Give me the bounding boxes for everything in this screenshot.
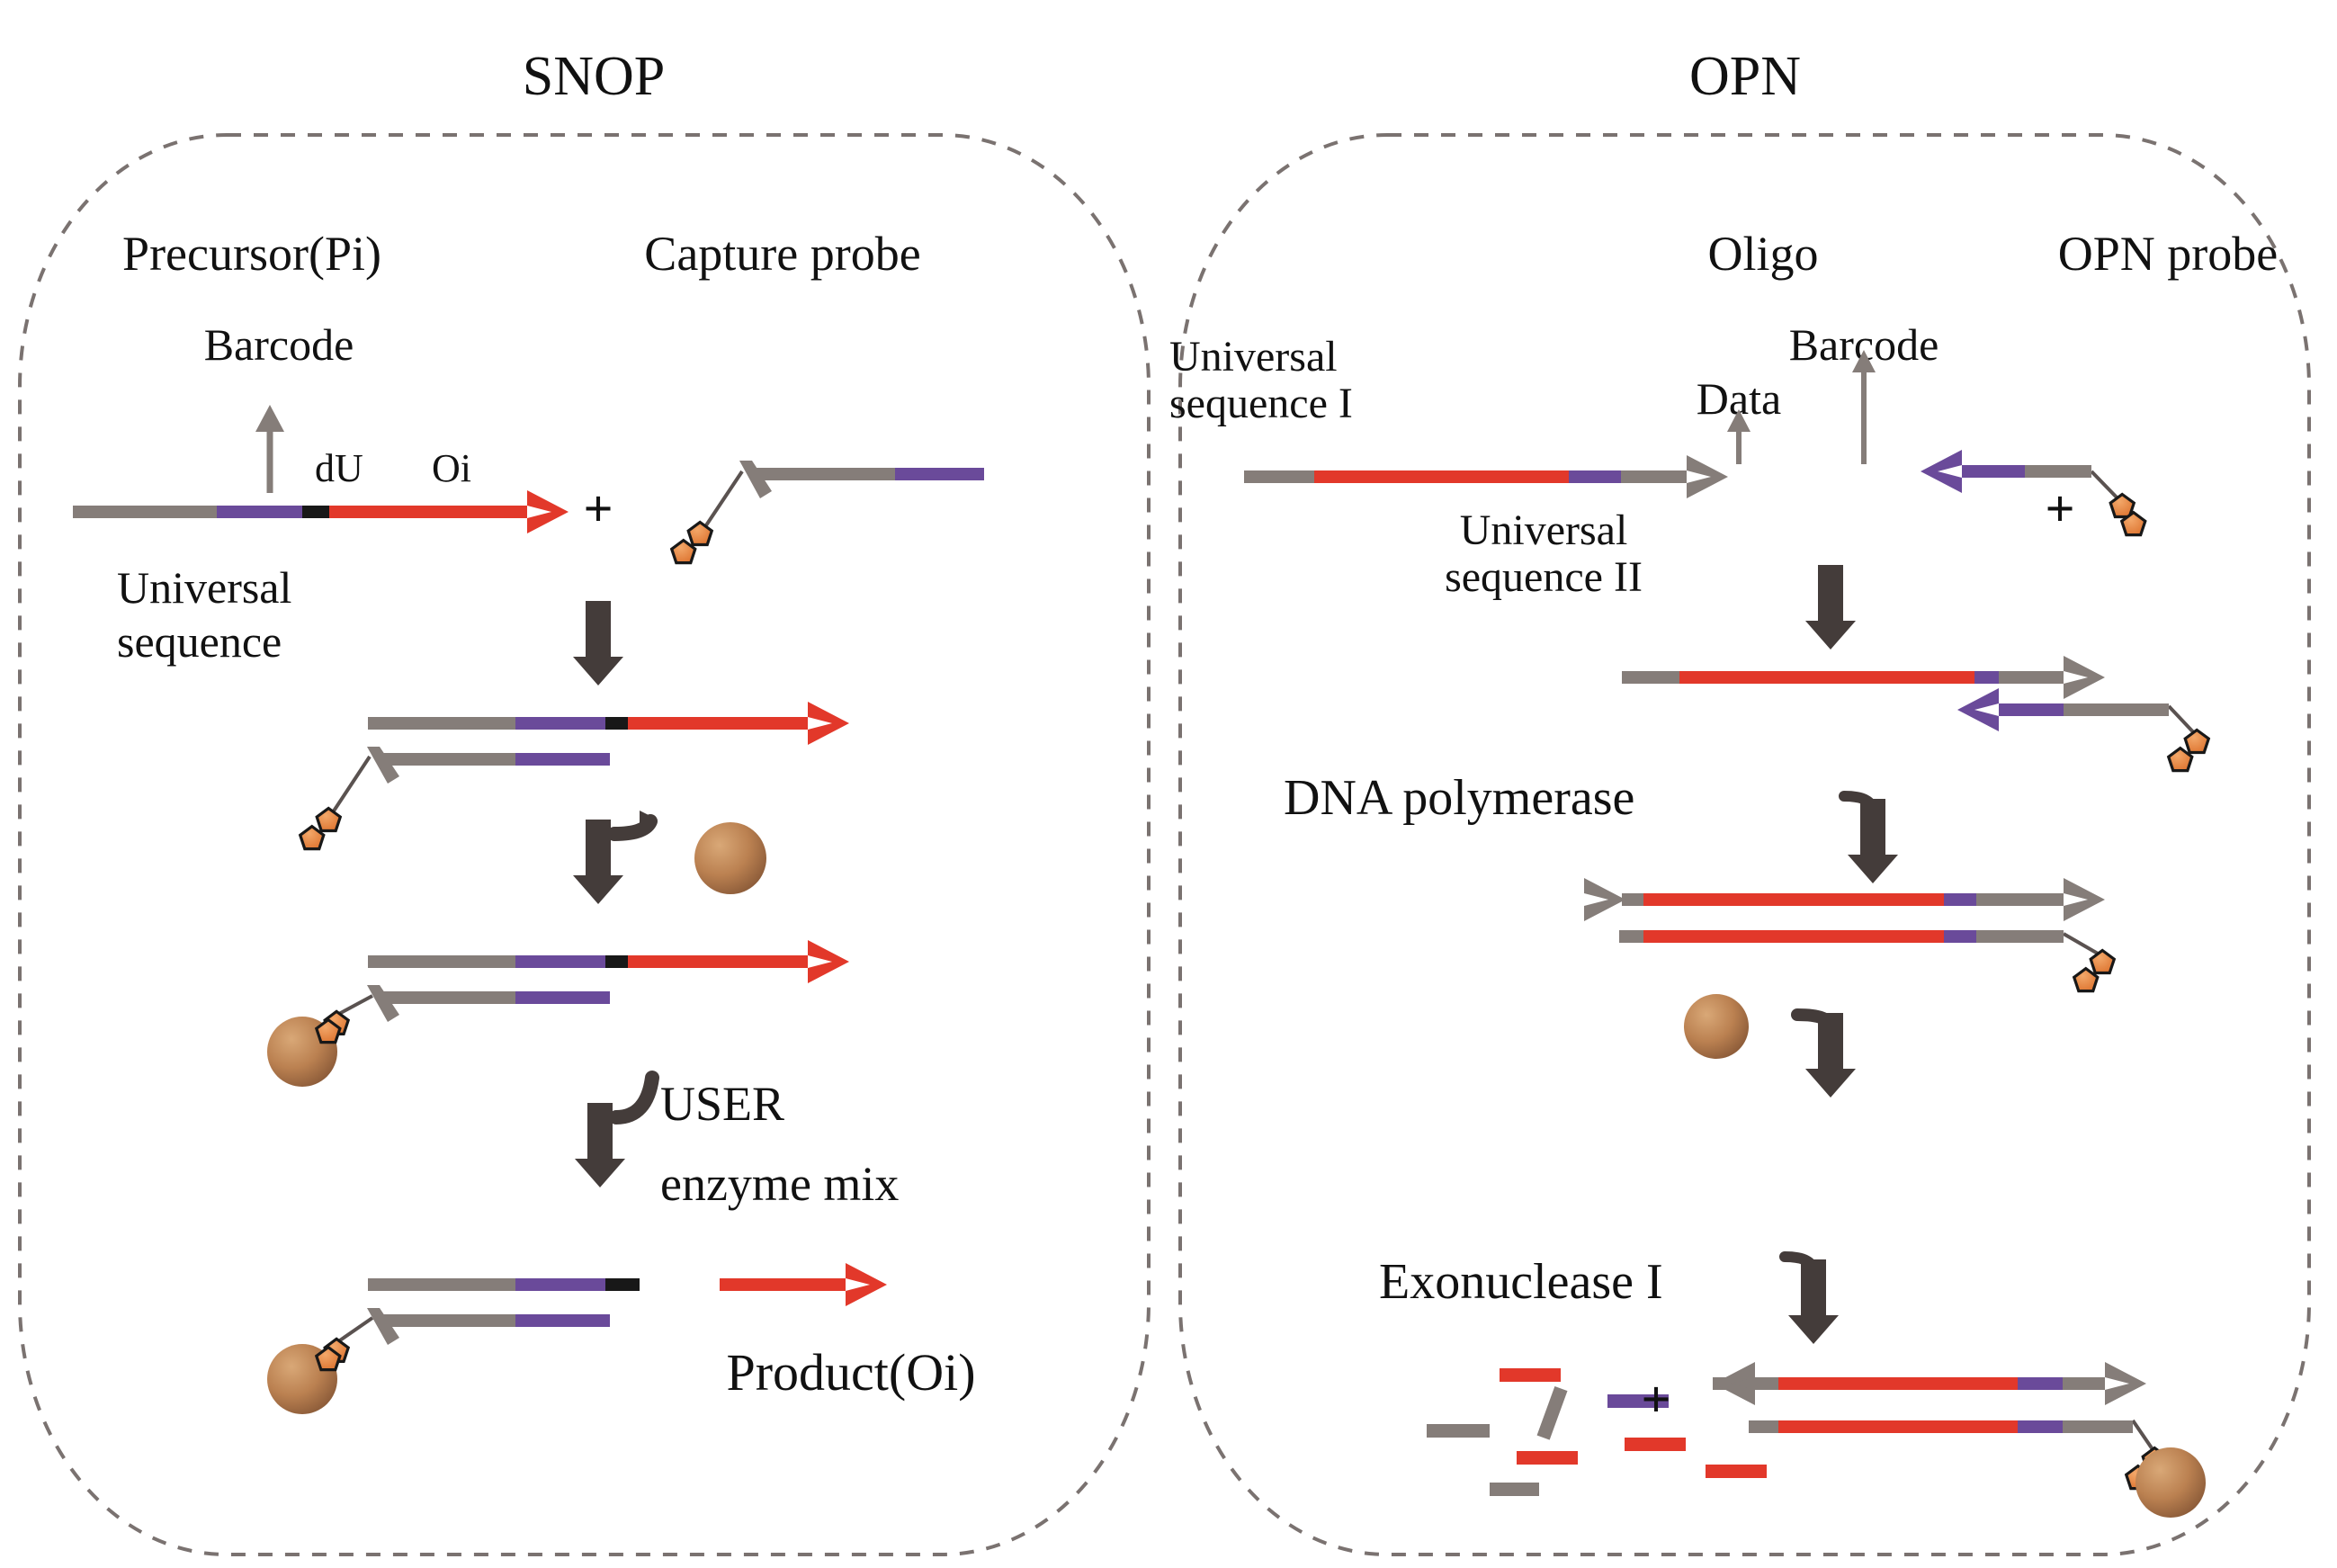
svg-text:+: +: [583, 479, 613, 538]
svg-text:USER: USER: [660, 1077, 784, 1131]
svg-text:Universal: Universal: [117, 562, 291, 613]
svg-text:Oi: Oi: [432, 446, 471, 490]
svg-text:sequence II: sequence II: [1445, 553, 1643, 601]
svg-text:sequence I: sequence I: [1169, 380, 1353, 427]
svg-text:Universal: Universal: [1169, 333, 1338, 381]
svg-text:Capture probe: Capture probe: [644, 227, 920, 281]
svg-text:Product(Oi): Product(Oi): [726, 1343, 975, 1402]
svg-text:+: +: [2045, 479, 2074, 538]
svg-text:OPN: OPN: [1689, 46, 1801, 107]
svg-text:Oligo: Oligo: [1707, 227, 1818, 281]
svg-text:SNOP: SNOP: [523, 46, 666, 107]
svg-text:Exonuclease I: Exonuclease I: [1379, 1254, 1663, 1310]
svg-text:sequence: sequence: [117, 616, 282, 667]
svg-text:Barcode: Barcode: [204, 319, 354, 370]
svg-text:dU: dU: [315, 446, 363, 490]
svg-text:Precursor(Pi): Precursor(Pi): [122, 227, 381, 281]
svg-text:enzyme mix: enzyme mix: [660, 1157, 899, 1211]
svg-text:OPN probe: OPN probe: [2058, 227, 2278, 281]
svg-text:+: +: [1641, 1370, 1670, 1429]
svg-text:DNA polymerase: DNA polymerase: [1284, 770, 1634, 826]
svg-text:Universal: Universal: [1460, 506, 1628, 554]
